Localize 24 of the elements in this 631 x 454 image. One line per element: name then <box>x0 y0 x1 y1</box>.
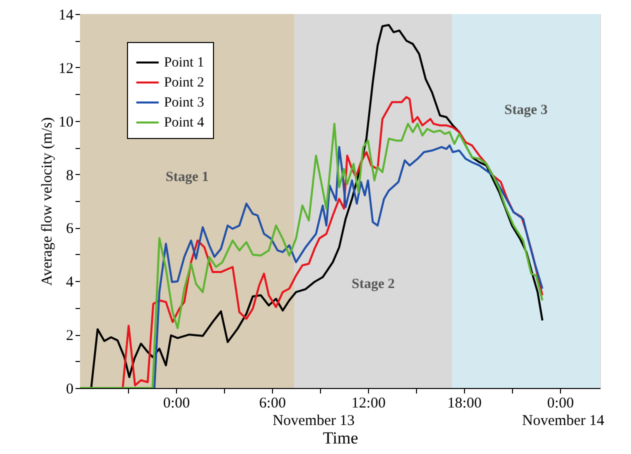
legend-label: Point 3 <box>164 96 204 110</box>
y-tick-label: 2 <box>66 328 74 344</box>
x-axis-title: Time <box>322 428 358 448</box>
legend-label: Point 4 <box>164 116 204 130</box>
y-tick-label: 14 <box>58 8 74 24</box>
x-tick-label: 12:00 <box>351 396 386 412</box>
legend-label: Point 1 <box>164 56 204 70</box>
x-tick-label: 6:00 <box>259 396 286 412</box>
y-tick-label: 12 <box>58 60 74 77</box>
y-axis-title: Average flow velocity (m/s) <box>40 117 56 286</box>
x-tick-label: 18:00 <box>447 396 482 412</box>
text: November 14 <box>522 413 605 429</box>
y-tick-label: 8 <box>66 168 74 184</box>
y-tick-label: 0 <box>66 382 74 398</box>
band-label: Stage 3 <box>504 103 548 118</box>
text: November 13 <box>272 413 355 429</box>
band-label: Stage 1 <box>166 170 209 185</box>
x-tick-label: 0:00 <box>547 396 574 412</box>
x-tick-label: 0:00 <box>163 396 190 412</box>
legend-label: Point 2 <box>164 76 204 90</box>
y-tick-label: 6 <box>66 221 74 238</box>
y-tick-label: 4 <box>66 274 74 291</box>
y-tick-label: 10 <box>58 114 74 130</box>
band-label: Stage 2 <box>352 276 395 292</box>
